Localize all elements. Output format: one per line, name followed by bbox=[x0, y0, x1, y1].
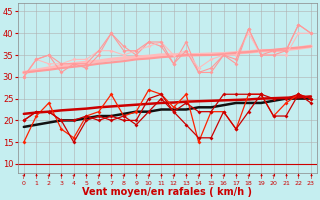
X-axis label: Vent moyen/en rafales ( km/h ): Vent moyen/en rafales ( km/h ) bbox=[82, 187, 252, 197]
